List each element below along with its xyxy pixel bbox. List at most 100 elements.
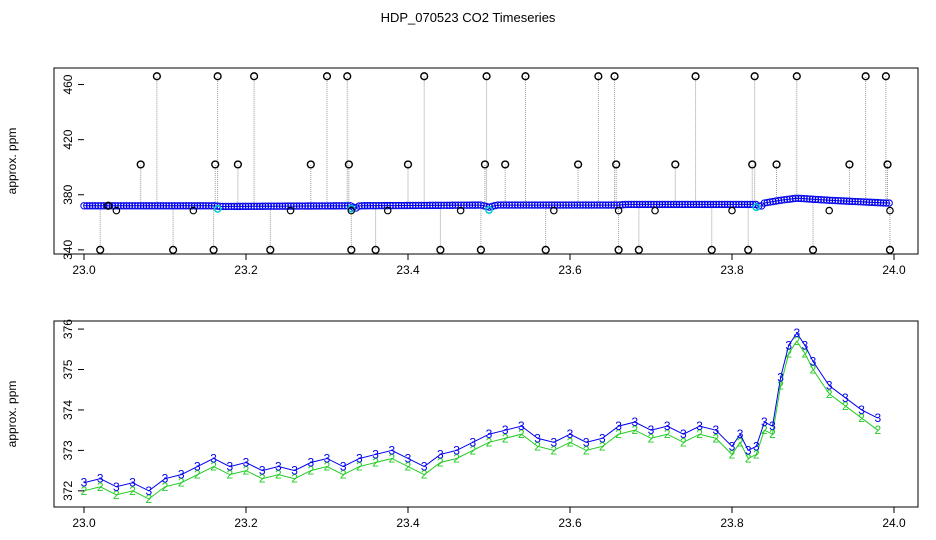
baseline-point <box>712 200 720 209</box>
series-3-point: 3 <box>583 435 590 449</box>
baseline-point <box>655 200 664 209</box>
baseline-point <box>162 202 170 210</box>
top-x-tick-label: 23.4 <box>396 263 420 277</box>
series-2-point: 2 <box>785 346 792 360</box>
series-2-point: 2 <box>567 435 574 449</box>
series-2-point: 2 <box>356 460 363 474</box>
baseline-point <box>417 201 426 210</box>
series-2-point: 2 <box>291 472 298 486</box>
baseline-point <box>845 197 854 205</box>
spike-point <box>371 245 380 254</box>
spike-point <box>792 72 801 81</box>
cyan-point <box>213 204 222 213</box>
series-2-point: 2 <box>372 456 379 470</box>
series-2-point: 2 <box>858 411 865 425</box>
baseline-point <box>261 202 270 210</box>
top-y-tick-label: 380 <box>61 184 75 204</box>
series-2-point: 2 <box>259 472 266 486</box>
series-3-point: 3 <box>680 427 687 441</box>
series-3-point: 3 <box>388 443 395 457</box>
spike-point <box>136 160 145 169</box>
baseline-point <box>684 200 692 209</box>
baseline-point <box>865 198 873 206</box>
baseline-point <box>358 202 366 210</box>
series-2-point: 2 <box>664 427 671 441</box>
series-2-point: 2 <box>753 447 760 461</box>
top-panel-marks <box>80 72 895 254</box>
spike-point <box>480 160 490 169</box>
baseline-point <box>647 200 655 209</box>
spike-point <box>211 160 220 169</box>
baseline-point <box>514 201 522 209</box>
bottom-x-tick-label: 23.4 <box>396 516 420 530</box>
baseline-point <box>533 201 542 209</box>
baseline-point <box>227 202 236 211</box>
low-point <box>651 206 659 215</box>
baseline-point <box>437 201 445 210</box>
baseline-point <box>874 198 882 207</box>
baseline-point <box>661 200 669 209</box>
baseline-point <box>553 201 562 209</box>
top-panel-axes: 23.0 23.2 23.4 23.6 23.8 24.0 340 380 420 460 <box>61 74 906 277</box>
series-3-point: 3 <box>437 447 444 461</box>
series-2-point: 2 <box>802 346 809 360</box>
baseline-point <box>576 201 584 209</box>
series-2-point: 2 <box>243 464 250 478</box>
baseline-point <box>797 194 805 203</box>
baseline-point <box>803 195 811 203</box>
series-2-point: 2 <box>777 379 784 393</box>
series-2-point: 2 <box>162 480 169 494</box>
series-3-line <box>83 332 879 492</box>
baseline-point <box>593 201 601 209</box>
top-y-axis-label: approx. ppm <box>5 128 19 195</box>
baseline-point <box>704 200 712 209</box>
series-3-point: 3 <box>712 423 719 437</box>
baseline-point <box>145 202 153 210</box>
spike-point <box>748 160 757 169</box>
bottom-x-tick-label: 23.0 <box>72 516 96 530</box>
series-2-point: 2 <box>97 480 104 494</box>
series-2-point: 2 <box>874 423 881 437</box>
series-3-point: 3 <box>696 419 703 433</box>
spike-point <box>845 160 854 169</box>
baseline-point <box>318 202 326 210</box>
baseline-point <box>100 202 108 210</box>
series-3-point: 3 <box>761 415 768 429</box>
baseline-point <box>465 201 474 209</box>
low-point <box>549 206 558 215</box>
top-y-tick-label: 460 <box>61 74 75 94</box>
baseline-point <box>431 201 440 210</box>
baseline-point <box>806 195 814 203</box>
spike-point <box>213 72 222 81</box>
baseline-point <box>814 195 822 204</box>
baseline-point <box>842 197 851 205</box>
baseline-point <box>695 200 703 209</box>
baseline-point <box>480 202 488 210</box>
baseline-point <box>332 202 341 210</box>
baseline-point <box>154 202 162 210</box>
series-3-point: 3 <box>858 403 865 417</box>
baseline-point <box>783 195 791 204</box>
spike-point <box>612 160 621 169</box>
series-2-point: 2 <box>712 431 719 445</box>
series-2-point: 2 <box>226 468 233 482</box>
baseline-point <box>159 202 168 210</box>
baseline-point <box>584 201 593 209</box>
baseline-point <box>171 202 179 210</box>
baseline-point <box>862 198 871 206</box>
spike-point <box>96 245 105 254</box>
low-point <box>456 206 465 215</box>
baseline-point <box>701 200 709 209</box>
series-3-point: 3 <box>210 451 217 465</box>
bottom-x-tick-label: 24.0 <box>882 516 906 530</box>
low-point <box>886 206 894 215</box>
baseline-point <box>848 197 856 206</box>
baseline-point <box>394 201 403 210</box>
series-3-point: 3 <box>291 464 298 478</box>
baseline-point <box>746 200 754 209</box>
baseline-point <box>525 201 533 209</box>
baseline-point <box>278 202 287 210</box>
spike-point <box>744 245 753 254</box>
baseline-point <box>264 202 272 210</box>
